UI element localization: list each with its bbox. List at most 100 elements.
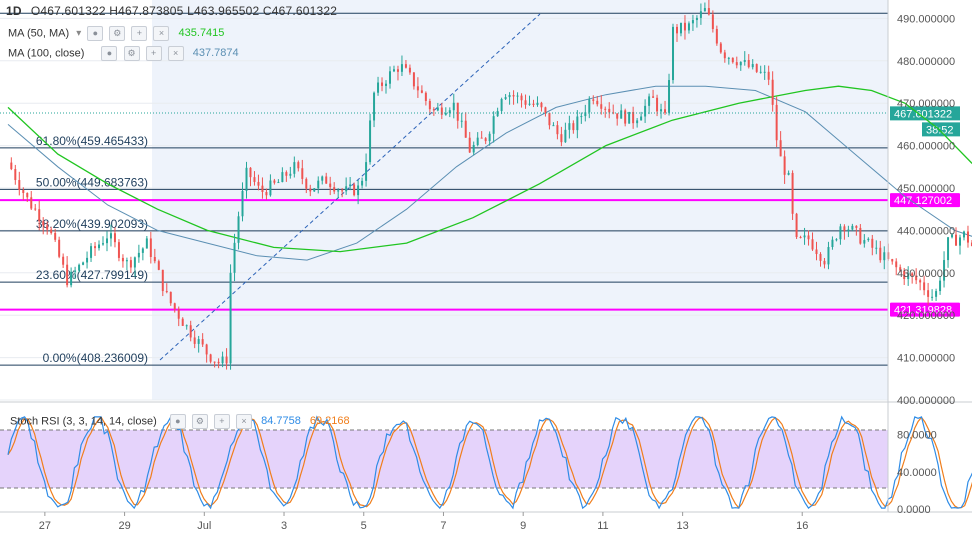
candle-body — [759, 71, 762, 73]
plus-icon[interactable]: + — [145, 46, 162, 61]
candle-body — [791, 172, 794, 214]
candle-body — [851, 225, 854, 230]
candle-body — [448, 110, 451, 114]
fib-level-label: 23.60%(427.799149) — [36, 268, 148, 282]
magenta-price-label: 447.127002 — [894, 195, 952, 207]
candle-body — [241, 190, 244, 217]
candle-body — [480, 137, 483, 139]
stoch-legend[interactable]: Stoch RSI (3, 3, 14, 14, close) ● ⚙ + × … — [10, 414, 350, 429]
price-tick-label: 410.000000 — [897, 353, 955, 365]
close-icon[interactable]: × — [153, 26, 170, 41]
candle-body — [153, 256, 156, 262]
candle-body — [771, 79, 774, 105]
candle-body — [640, 116, 643, 121]
candle-body — [859, 227, 862, 244]
candle-body — [78, 264, 81, 271]
candle-body — [691, 20, 694, 24]
price-tick-label: 480.000000 — [897, 56, 955, 68]
candle-body — [321, 176, 324, 181]
candle-body — [90, 246, 93, 258]
candle-body — [656, 97, 659, 112]
candle-body — [891, 259, 894, 262]
candle-body — [588, 99, 591, 113]
candle-body — [735, 62, 738, 66]
gear-icon[interactable]: ⚙ — [109, 26, 126, 41]
eye-icon[interactable]: ● — [87, 26, 104, 41]
fib-level-label: 50.00%(449.683763) — [36, 175, 148, 189]
plus-icon[interactable]: + — [213, 414, 230, 429]
candle-body — [369, 120, 372, 163]
candle-body — [305, 178, 308, 189]
indicator-ma100[interactable]: MA (100, close) ● ⚙ + × 437.7874 — [8, 46, 239, 61]
candle-body — [915, 275, 918, 281]
candle-body — [644, 105, 647, 117]
candle-body — [719, 43, 722, 53]
time-axis[interactable]: 27 29 Jul 3 5 7 9 11 13 16 — [39, 512, 809, 532]
price-axis[interactable]: 490.000000 480.000000 470.000000 460.000000… — [897, 13, 955, 407]
candle-body — [46, 225, 49, 230]
candle-body — [500, 99, 503, 111]
candle-body — [281, 172, 284, 183]
chevron-down-icon[interactable]: ▾ — [76, 28, 82, 40]
candle-body — [377, 82, 380, 93]
candle-body — [273, 180, 276, 183]
candle-body — [863, 240, 866, 244]
time-tick-label: 3 — [281, 520, 287, 532]
candle-body — [907, 273, 910, 280]
gear-icon[interactable]: ⚙ — [123, 46, 140, 61]
candle-body — [452, 102, 455, 111]
close-icon[interactable]: × — [167, 46, 184, 61]
candle-body — [827, 247, 830, 265]
candle-body — [337, 190, 340, 192]
stoch-axis[interactable]: 80.0000 40.0000 0.0000 — [897, 430, 937, 516]
fibonacci-retracement[interactable]: 61.80%(459.465433) 50.00%(449.683763) 38.2… — [0, 134, 888, 366]
fib-level-label: 38.20%(439.902093) — [36, 217, 148, 231]
candle-body — [30, 197, 33, 209]
candle-body — [436, 107, 439, 111]
time-tick-label: 5 — [361, 520, 367, 532]
candle-body — [257, 181, 260, 186]
candle-body — [540, 102, 543, 108]
candle-body — [899, 267, 902, 271]
candle-body — [165, 291, 168, 293]
candle-body — [620, 110, 623, 119]
candle-body — [201, 339, 204, 345]
plus-icon[interactable]: + — [131, 26, 148, 41]
candle-body — [249, 167, 252, 178]
candle-body — [213, 361, 216, 363]
candle-body — [767, 71, 770, 80]
price-tick-label: 490.000000 — [897, 13, 955, 25]
stoch-d-value: 69.2168 — [309, 415, 350, 428]
candle-body — [871, 238, 874, 248]
candle-body — [432, 109, 435, 111]
eye-icon[interactable]: ● — [169, 414, 186, 429]
candle-body — [285, 172, 288, 176]
candle-body — [675, 26, 678, 34]
candle-body — [313, 188, 316, 192]
candle-body — [353, 184, 356, 196]
fib-level-label: 0.00%(408.236009) — [43, 351, 148, 365]
candle-body — [125, 260, 128, 262]
close-icon[interactable]: × — [236, 414, 252, 429]
candle-body — [731, 57, 734, 63]
candle-body — [504, 97, 507, 100]
price-tick-label: 460.000000 — [897, 141, 955, 153]
candle-body — [492, 116, 495, 134]
gear-icon[interactable]: ⚙ — [191, 414, 208, 429]
candle-body — [416, 86, 419, 91]
candle-body — [959, 237, 962, 246]
candle-body — [109, 233, 112, 239]
candle-body — [217, 361, 220, 364]
trend-line[interactable] — [159, 13, 541, 361]
candle-body — [293, 162, 296, 174]
eye-icon[interactable]: ● — [101, 46, 118, 61]
candle-body — [847, 229, 850, 231]
candle-body — [962, 231, 965, 238]
candle-body — [516, 95, 519, 97]
candle-body — [169, 291, 172, 304]
indicator-ma50[interactable]: MA (50, MA) ▾ ● ⚙ + × 435.7415 — [8, 26, 224, 41]
candle-body — [935, 291, 938, 297]
candle-body — [361, 180, 364, 186]
